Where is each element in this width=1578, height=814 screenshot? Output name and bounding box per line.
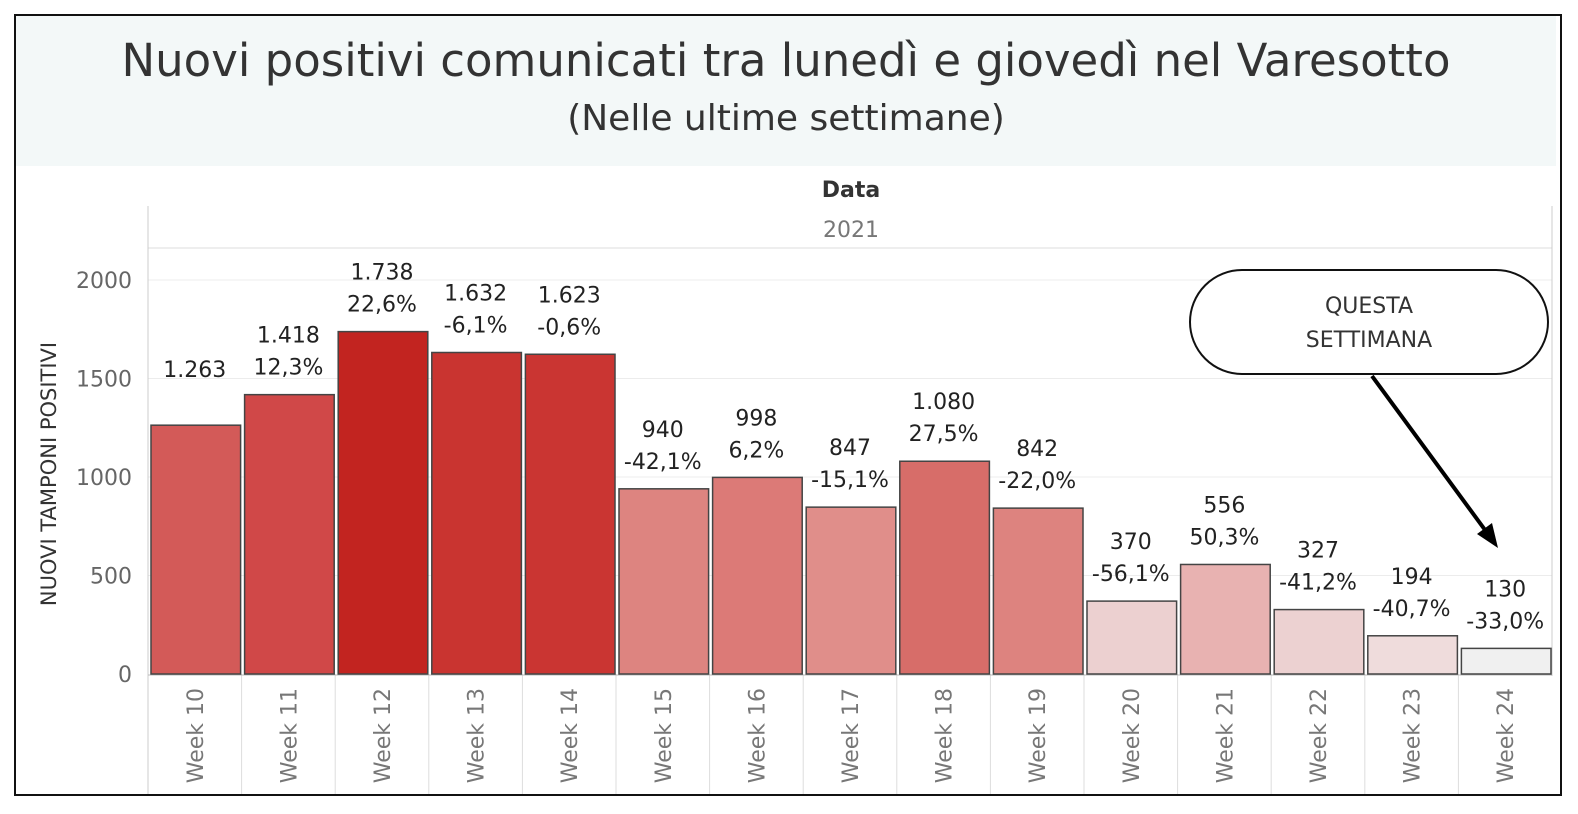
value-label: 847: [829, 436, 871, 461]
value-label: 370: [1110, 530, 1152, 555]
x-tick-labels: Week 10 Week 11 Week 12 Week 13 Week 14 Week …: [184, 688, 1519, 783]
value-label: 327: [1297, 539, 1339, 564]
bar: [1086, 600, 1178, 675]
change-label: -40,7%: [1373, 597, 1451, 622]
value-label: 556: [1203, 493, 1245, 518]
value-label: 1.738: [351, 261, 414, 286]
data-labels: 1.263 1.418 12,3% 1.738 22,6% 1.632 -6,1% 1.623…: [163, 261, 1544, 635]
value-label: 1.623: [538, 283, 601, 308]
change-label: -22,0%: [998, 469, 1076, 494]
bar: [805, 506, 897, 675]
x-tick-label: Week 12: [371, 688, 396, 783]
bar: [618, 488, 710, 675]
bar-chart: Data 2021 NUOVI TAMPONI POSITIVI 0 500 100…: [37, 178, 1553, 794]
value-label: 130: [1484, 577, 1526, 602]
column-header: Data: [822, 178, 880, 203]
value-label: 1.080: [912, 390, 975, 415]
x-tick-label: Week 15: [652, 688, 677, 783]
value-label: 998: [735, 406, 777, 431]
bar: [150, 424, 242, 675]
bars: [150, 330, 1552, 675]
value-label: 842: [1016, 437, 1058, 462]
y-tick-label: 1000: [76, 466, 132, 491]
bar: [431, 351, 523, 675]
change-label: -56,1%: [1092, 562, 1170, 587]
x-tick-label: Week 11: [277, 688, 302, 783]
year-header: 2021: [823, 218, 879, 243]
change-label: 50,3%: [1189, 525, 1259, 550]
y-tick-label: 0: [118, 663, 132, 688]
axes: [147, 206, 1553, 794]
bar: [1273, 608, 1365, 675]
bar: [1460, 647, 1552, 675]
y-axis-label: NUOVI TAMPONI POSITIVI: [37, 342, 61, 606]
value-label: 1.263: [163, 358, 226, 383]
chart-frame: Nuovi positivi comunicati tra lunedì e g…: [14, 14, 1562, 796]
x-tick-label: Week 18: [933, 688, 958, 783]
x-tick-label: Week 23: [1401, 688, 1426, 783]
change-label: 6,2%: [728, 438, 784, 463]
x-tick-label: Week 10: [184, 688, 209, 783]
change-label: -42,1%: [624, 450, 702, 475]
value-label: 194: [1391, 565, 1433, 590]
callout-box: [1189, 269, 1549, 375]
chart-title: Nuovi positivi comunicati tra lunedì e g…: [121, 34, 1451, 87]
change-label: -15,1%: [811, 468, 889, 493]
bar: [337, 330, 429, 675]
change-label: 12,3%: [253, 356, 323, 381]
y-tick-label: 1500: [76, 368, 132, 393]
x-tick-label: Week 20: [1120, 688, 1145, 783]
x-tick-label: Week 16: [745, 688, 770, 783]
chart-subtitle: (Nelle ultime settimane): [567, 98, 1005, 139]
callout-arrow-line: [1370, 374, 1490, 536]
value-label: 1.418: [257, 324, 320, 349]
change-label: -0,6%: [537, 315, 601, 340]
value-label: 1.632: [444, 281, 507, 306]
x-tick-label: Week 14: [558, 688, 583, 783]
x-tick-label: Week 13: [465, 688, 490, 783]
x-tick-label: Week 24: [1494, 688, 1519, 783]
x-tick-label: Week 22: [1307, 688, 1332, 783]
change-label: -41,2%: [1279, 571, 1357, 596]
y-tick-label: 500: [90, 565, 132, 590]
value-label: 940: [642, 418, 684, 443]
change-label: -33,0%: [1466, 609, 1544, 634]
x-tick-label: Week 17: [839, 688, 864, 783]
change-label: 27,5%: [909, 422, 979, 447]
callout-text-line1: QUESTA: [1325, 294, 1413, 319]
x-tick-label: Week 19: [1026, 688, 1051, 783]
change-label: -6,1%: [444, 313, 508, 338]
bar: [711, 476, 803, 675]
callout-arrow-head: [1477, 523, 1498, 548]
bar: [243, 393, 335, 675]
x-tick-label: Week 21: [1213, 688, 1238, 783]
bar: [1179, 563, 1271, 675]
title-band: Nuovi positivi comunicati tra lunedì e g…: [16, 16, 1556, 166]
bar: [899, 460, 991, 675]
annotation-callout: QUESTA SETTIMANA: [1189, 269, 1549, 548]
callout-text-line2: SETTIMANA: [1306, 328, 1432, 353]
change-label: 22,6%: [347, 293, 417, 318]
y-tick-labels: 0 500 1000 1500 2000: [76, 269, 132, 688]
bar: [524, 353, 616, 675]
bar: [992, 507, 1084, 675]
y-tick-label: 2000: [76, 269, 132, 294]
bar: [1367, 635, 1459, 675]
